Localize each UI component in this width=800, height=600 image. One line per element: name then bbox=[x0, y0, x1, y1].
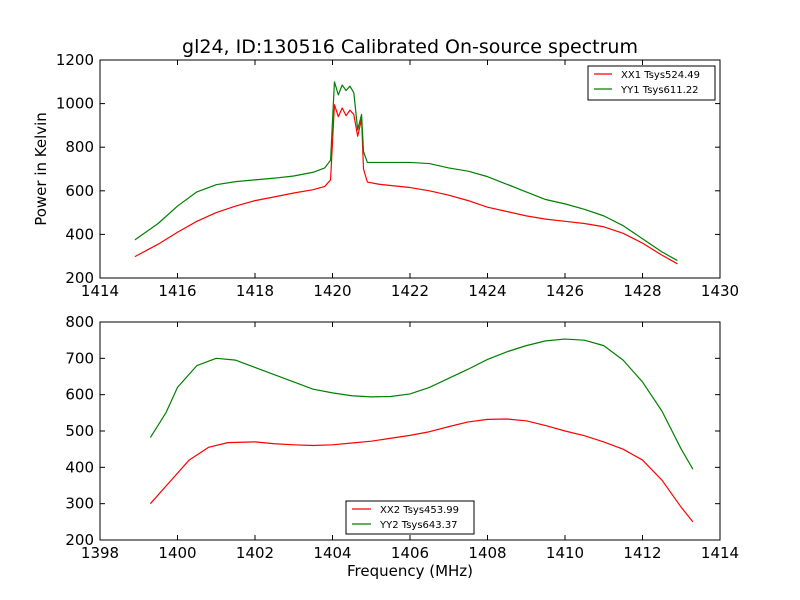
top-x-tick-label: 1424 bbox=[468, 282, 506, 300]
bottom-x-tick-label: 1412 bbox=[623, 544, 661, 562]
top-axis-ticks: 1414 1416 1418 1420 1422 1424 1426 1428 1430 200 4… bbox=[56, 51, 739, 300]
bottom-y-tick-label: 700 bbox=[65, 349, 94, 367]
top-plot-area bbox=[134, 81, 678, 265]
bottom-x-tick-label: 1406 bbox=[391, 544, 429, 562]
bottom-y-tick-label: 500 bbox=[65, 422, 94, 440]
top-series-line-yy bbox=[134, 81, 678, 262]
chart-title: gl24, ID:130516 Calibrated On-source spe… bbox=[182, 36, 638, 58]
bottom-x-tick-label: 1398 bbox=[81, 544, 119, 562]
bottom-plot-area bbox=[149, 338, 694, 523]
top-x-tick-label: 1418 bbox=[236, 282, 274, 300]
top-y-tick-label: 400 bbox=[65, 225, 94, 243]
top-y-tick-label: 1200 bbox=[56, 51, 94, 69]
top-y-tick-label: 1000 bbox=[56, 95, 94, 113]
bottom-legend: XX2 Tsys453.99 YY2 Tsys643.37 bbox=[345, 500, 475, 535]
bottom-x-tick-label: 1410 bbox=[546, 544, 584, 562]
bottom-y-tick-label: 200 bbox=[65, 531, 94, 549]
bottom-x-tick-label: 1400 bbox=[158, 544, 196, 562]
top-y-tick-label: 600 bbox=[65, 182, 94, 200]
bottom-legend-box bbox=[345, 500, 475, 535]
bottom-y-tick-label: 300 bbox=[65, 495, 94, 513]
top-x-tick-label: 1430 bbox=[701, 282, 739, 300]
bottom-x-tick-label: 1408 bbox=[468, 544, 506, 562]
bottom-x-tick-label: 1402 bbox=[236, 544, 274, 562]
top-legend: XX1 Tsys524.49 YY1 Tsys611.22 bbox=[587, 65, 716, 101]
legend-label-yy1: YY1 Tsys611.22 bbox=[620, 85, 699, 96]
top-series-line-xx bbox=[134, 104, 678, 265]
bottom-x-tick-label: 1404 bbox=[313, 544, 351, 562]
top-y-tick-label: 200 bbox=[65, 269, 94, 287]
bottom-x-axis-label: Frequency (MHz) bbox=[347, 562, 473, 580]
bottom-axis-ticks: 1398 1400 1402 1404 1406 1408 1410 1412 1414 200 3… bbox=[65, 313, 739, 562]
top-x-tick-label: 1428 bbox=[623, 282, 661, 300]
top-panel: 1414 1416 1418 1420 1422 1424 1426 1428 1430 200 4… bbox=[32, 51, 739, 300]
top-x-tick-label: 1422 bbox=[391, 282, 429, 300]
bottom-series-line-yy bbox=[149, 338, 694, 470]
bottom-y-tick-label: 400 bbox=[65, 458, 94, 476]
top-y-axis-label: Power in Kelvin bbox=[32, 112, 50, 226]
legend-label-xx2: XX2 Tsys453.99 bbox=[380, 505, 459, 516]
bottom-y-tick-label: 600 bbox=[65, 386, 94, 404]
top-y-tick-label: 800 bbox=[65, 138, 94, 156]
top-x-tick-label: 1420 bbox=[313, 282, 351, 300]
bottom-y-tick-label: 800 bbox=[65, 313, 94, 331]
bottom-panel: 1398 1400 1402 1404 1406 1408 1410 1412 1414 200 3… bbox=[65, 313, 739, 580]
legend-label-yy2: YY2 Tsys643.37 bbox=[379, 520, 458, 531]
top-x-tick-label: 1426 bbox=[546, 282, 584, 300]
legend-label-xx1: XX1 Tsys524.49 bbox=[621, 70, 700, 81]
top-x-tick-label: 1414 bbox=[81, 282, 119, 300]
top-x-tick-label: 1416 bbox=[158, 282, 196, 300]
bottom-series-line-xx bbox=[149, 418, 694, 523]
bottom-x-tick-label: 1414 bbox=[701, 544, 739, 562]
top-legend-box bbox=[587, 65, 716, 101]
